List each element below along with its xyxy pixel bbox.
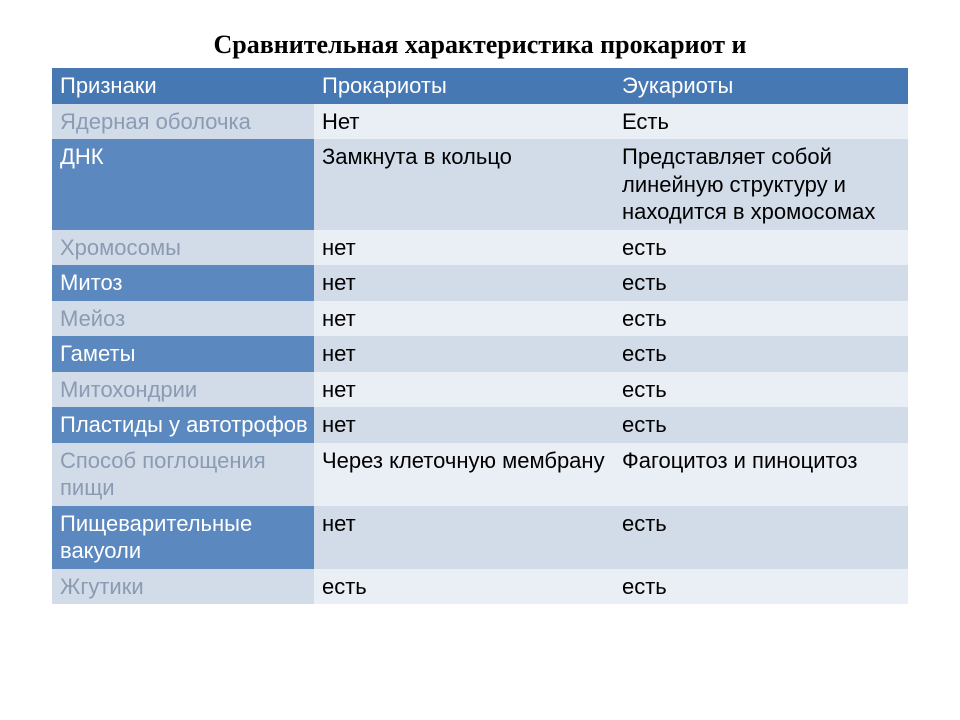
row-eukaryote-value: Фагоцитоз и пиноцитоз	[614, 443, 908, 506]
table-row: Мейознетесть	[52, 301, 908, 337]
row-eukaryote-value: есть	[614, 265, 908, 301]
table-row: Ядерная оболочкаНетЕсть	[52, 104, 908, 140]
row-eukaryote-value: есть	[614, 301, 908, 337]
row-prokaryote-value: нет	[314, 265, 614, 301]
row-eukaryote-value: Представляет собой линейную структуру и …	[614, 139, 908, 230]
table-row: Пищеварительные вакуолинетесть	[52, 506, 908, 569]
row-eukaryote-value: есть	[614, 569, 908, 605]
row-eukaryote-value: есть	[614, 372, 908, 408]
table-row: Хромосомынетесть	[52, 230, 908, 266]
row-prokaryote-value: нет	[314, 407, 614, 443]
row-eukaryote-value: есть	[614, 506, 908, 569]
row-eukaryote-value: есть	[614, 407, 908, 443]
table-row: Пластиды у автотрофовнетесть	[52, 407, 908, 443]
row-prokaryote-value: есть	[314, 569, 614, 605]
row-eukaryote-value: Есть	[614, 104, 908, 140]
row-label: Мейоз	[52, 301, 314, 337]
col-header-prokaryotes: Прокариоты	[314, 68, 614, 104]
row-prokaryote-value: нет	[314, 230, 614, 266]
row-eukaryote-value: есть	[614, 230, 908, 266]
table-row: Митознетесть	[52, 265, 908, 301]
table-row: ДНКЗамкнута в кольцоПредставляет собой л…	[52, 139, 908, 230]
row-label: Ядерная оболочка	[52, 104, 314, 140]
row-prokaryote-value: нет	[314, 506, 614, 569]
table-row: Митохондриинетесть	[52, 372, 908, 408]
row-label: Пластиды у автотрофов	[52, 407, 314, 443]
row-label: Митоз	[52, 265, 314, 301]
row-label: Митохондрии	[52, 372, 314, 408]
col-header-features: Признаки	[52, 68, 314, 104]
row-label: ДНК	[52, 139, 314, 230]
row-prokaryote-value: Через клеточную мембрану	[314, 443, 614, 506]
table-row: Способ поглощения пищиЧерез клеточную ме…	[52, 443, 908, 506]
row-label: Пищеварительные вакуоли	[52, 506, 314, 569]
table-row: Гаметынетесть	[52, 336, 908, 372]
slide: Сравнительная характеристика прокариот и…	[0, 0, 960, 720]
slide-title: Сравнительная характеристика прокариот и	[0, 30, 960, 60]
row-prokaryote-value: Нет	[314, 104, 614, 140]
row-prokaryote-value: нет	[314, 372, 614, 408]
row-label: Гаметы	[52, 336, 314, 372]
table-header-row: Признаки Прокариоты Эукариоты	[52, 68, 908, 104]
table-body: Ядерная оболочкаНетЕстьДНКЗамкнута в кол…	[52, 104, 908, 605]
row-label: Способ поглощения пищи	[52, 443, 314, 506]
col-header-eukaryotes: Эукариоты	[614, 68, 908, 104]
table-row: Жгутикиестьесть	[52, 569, 908, 605]
row-label: Жгутики	[52, 569, 314, 605]
row-prokaryote-value: нет	[314, 301, 614, 337]
row-eukaryote-value: есть	[614, 336, 908, 372]
row-prokaryote-value: Замкнута в кольцо	[314, 139, 614, 230]
row-label: Хромосомы	[52, 230, 314, 266]
row-prokaryote-value: нет	[314, 336, 614, 372]
table-header: Признаки Прокариоты Эукариоты	[52, 68, 908, 104]
comparison-table: Признаки Прокариоты Эукариоты Ядерная об…	[52, 68, 908, 604]
